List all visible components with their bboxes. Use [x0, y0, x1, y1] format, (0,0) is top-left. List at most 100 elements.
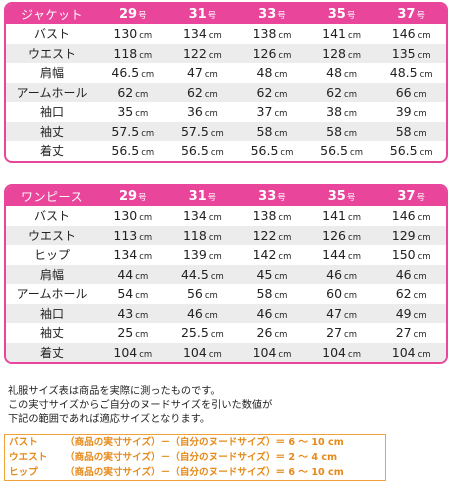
measurement-value: 104	[113, 344, 138, 360]
measurement-value: 62	[395, 286, 412, 302]
measurement-cell: 62 cm	[237, 85, 307, 100]
measurement-cell: 54 cm	[98, 286, 168, 301]
measurement-unit: cm	[204, 109, 218, 120]
size-37-header: 37号	[376, 189, 446, 204]
measurement-unit: cm	[417, 252, 431, 263]
measurement-cell: 126 cm	[307, 228, 377, 243]
measurement-value: 48.5	[389, 65, 418, 81]
measurement-unit: cm	[344, 109, 358, 120]
measurement-unit: cm	[210, 330, 224, 341]
measurement-unit: cm	[419, 70, 433, 81]
measurement-cell: 48 cm	[307, 65, 377, 80]
measurement-unit: cm	[208, 213, 222, 224]
measurement-unit: cm	[413, 291, 427, 302]
measurement-cell: 47 cm	[307, 306, 377, 321]
row-label: 袖口	[39, 105, 64, 120]
measurement-cell: 44 cm	[98, 267, 168, 282]
measurement-cell: 129 cm	[376, 228, 446, 243]
measurement-value: 36	[186, 104, 203, 120]
dress-table-body: バスト 130 cm 134 cm 138 cm 141 cm 146 cm ウエスト 113 cm 118…	[6, 206, 446, 362]
table-row: バスト 130 cm 134 cm 138 cm 141 cm 146 cm	[6, 206, 446, 226]
measurement-cell: 128 cm	[307, 46, 377, 61]
measurement-cell: 58 cm	[237, 286, 307, 301]
measurement-unit: cm	[139, 232, 153, 243]
dress-header-row: ワンピース 29号 31号 33号 35号 37号	[6, 186, 446, 206]
measurement-unit: cm	[413, 128, 427, 139]
measurement-unit: cm	[210, 271, 224, 282]
measurement-unit: cm	[141, 128, 155, 139]
measurement-unit: cm	[135, 330, 149, 341]
measurement-cell: 104 cm	[376, 345, 446, 360]
measurement-unit: cm	[417, 213, 431, 224]
formula-hip: ヒップ （商品の実寸サイズ）－（自分のヌードサイズ）＝ 6 ～ 10 cm	[5, 465, 385, 480]
measurement-value: 43	[117, 305, 134, 321]
size-number: 29	[118, 6, 138, 22]
measurement-value: 150	[391, 247, 416, 263]
measurement-cell: 57.5 cm	[98, 124, 168, 139]
size-29-header: 29号	[98, 7, 168, 22]
row-label: アームホール	[16, 287, 88, 302]
measurement-unit: cm	[348, 31, 361, 42]
dress-header-label: ワンピース	[21, 189, 83, 204]
table-row: ウエスト 118 cm 122 cm 126 cm 128 cm 135 cm	[6, 43, 446, 63]
measurement-unit: cm	[344, 89, 358, 100]
measurement-unit: cm	[278, 252, 292, 263]
measurement-unit: cm	[208, 31, 222, 42]
measurement-value: 58	[395, 123, 412, 139]
formula-text: （商品の実寸サイズ）－（自分のヌードサイズ）＝ 2 ～ 4 cm	[65, 452, 338, 463]
measurement-unit: cm	[208, 349, 222, 360]
measurement-unit: cm	[139, 349, 153, 360]
measurement-value: 49	[395, 305, 412, 321]
measurement-cell: 130 cm	[98, 208, 168, 223]
fit-formula-box: バスト （商品の実寸サイズ）－（自分のヌードサイズ）＝ 6 ～ 10 cm ウエス…	[4, 434, 386, 481]
measurement-unit: cm	[274, 109, 288, 120]
measurement-unit: cm	[344, 330, 358, 341]
size-note: 礼服サイズ表は商品を実際に測ったものです。 この実寸サイズからご自分のヌードサイ…	[8, 385, 272, 427]
measurement-unit: cm	[348, 213, 361, 224]
measurement-cell: 104 cm	[237, 345, 307, 360]
formula-text: （商品の実寸サイズ）－（自分のヌードサイズ）＝ 6 ～ 10 cm	[65, 467, 344, 478]
row-label: 袖丈	[39, 124, 64, 139]
measurement-cell: 141 cm	[307, 208, 377, 223]
measurement-unit: cm	[413, 109, 427, 120]
size-suffix: 号	[416, 192, 425, 203]
measurement-value: 39	[395, 104, 412, 120]
measurement-unit: cm	[274, 128, 288, 139]
measurement-unit: cm	[278, 213, 292, 224]
measurement-cell: 58 cm	[376, 124, 446, 139]
measurement-cell: 36 cm	[168, 104, 238, 119]
measurement-cell: 46 cm	[237, 306, 307, 321]
measurement-value: 122	[182, 45, 207, 61]
measurement-unit: cm	[135, 291, 149, 302]
row-label: 袖口	[39, 306, 64, 321]
measurement-cell: 144 cm	[307, 247, 377, 262]
measurement-value: 47	[326, 305, 343, 321]
measurement-unit: cm	[413, 330, 427, 341]
measurement-unit: cm	[417, 31, 431, 42]
measurement-value: 46	[186, 305, 203, 321]
measurement-value: 56.5	[111, 143, 140, 159]
table-row: 袖丈 57.5 cm 57.5 cm 58 cm 58 cm 58 cm	[6, 121, 446, 141]
measurement-value: 62	[256, 84, 273, 100]
measurement-unit: cm	[135, 89, 149, 100]
formula-waist: ウエスト （商品の実寸サイズ）－（自分のヌードサイズ）＝ 2 ～ 4 cm	[5, 450, 385, 465]
measurement-unit: cm	[210, 148, 224, 159]
size-number: 33	[258, 6, 277, 22]
measurement-cell: 141 cm	[307, 26, 377, 41]
row-label: ヒップ	[33, 248, 70, 263]
measurement-cell: 134 cm	[98, 247, 168, 262]
measurement-unit: cm	[210, 128, 224, 139]
measurement-value: 128	[322, 45, 347, 61]
measurement-unit: cm	[274, 89, 288, 100]
measurement-cell: 38 cm	[307, 104, 377, 119]
measurement-cell: 146 cm	[376, 26, 446, 41]
size-number: 37	[397, 6, 416, 22]
table-row: アームホール 54 cm 56 cm 58 cm 60 cm 62 cm	[6, 284, 446, 304]
row-label: 袖丈	[39, 326, 64, 341]
measurement-value: 134	[182, 26, 207, 42]
measurement-unit: cm	[344, 128, 358, 139]
size-number: 37	[397, 188, 416, 204]
measurement-cell: 122 cm	[237, 228, 307, 243]
formula-key: バスト	[9, 437, 38, 448]
jacket-header-row: ジャケット 29号 31号 33号 35号 37号	[6, 4, 446, 24]
